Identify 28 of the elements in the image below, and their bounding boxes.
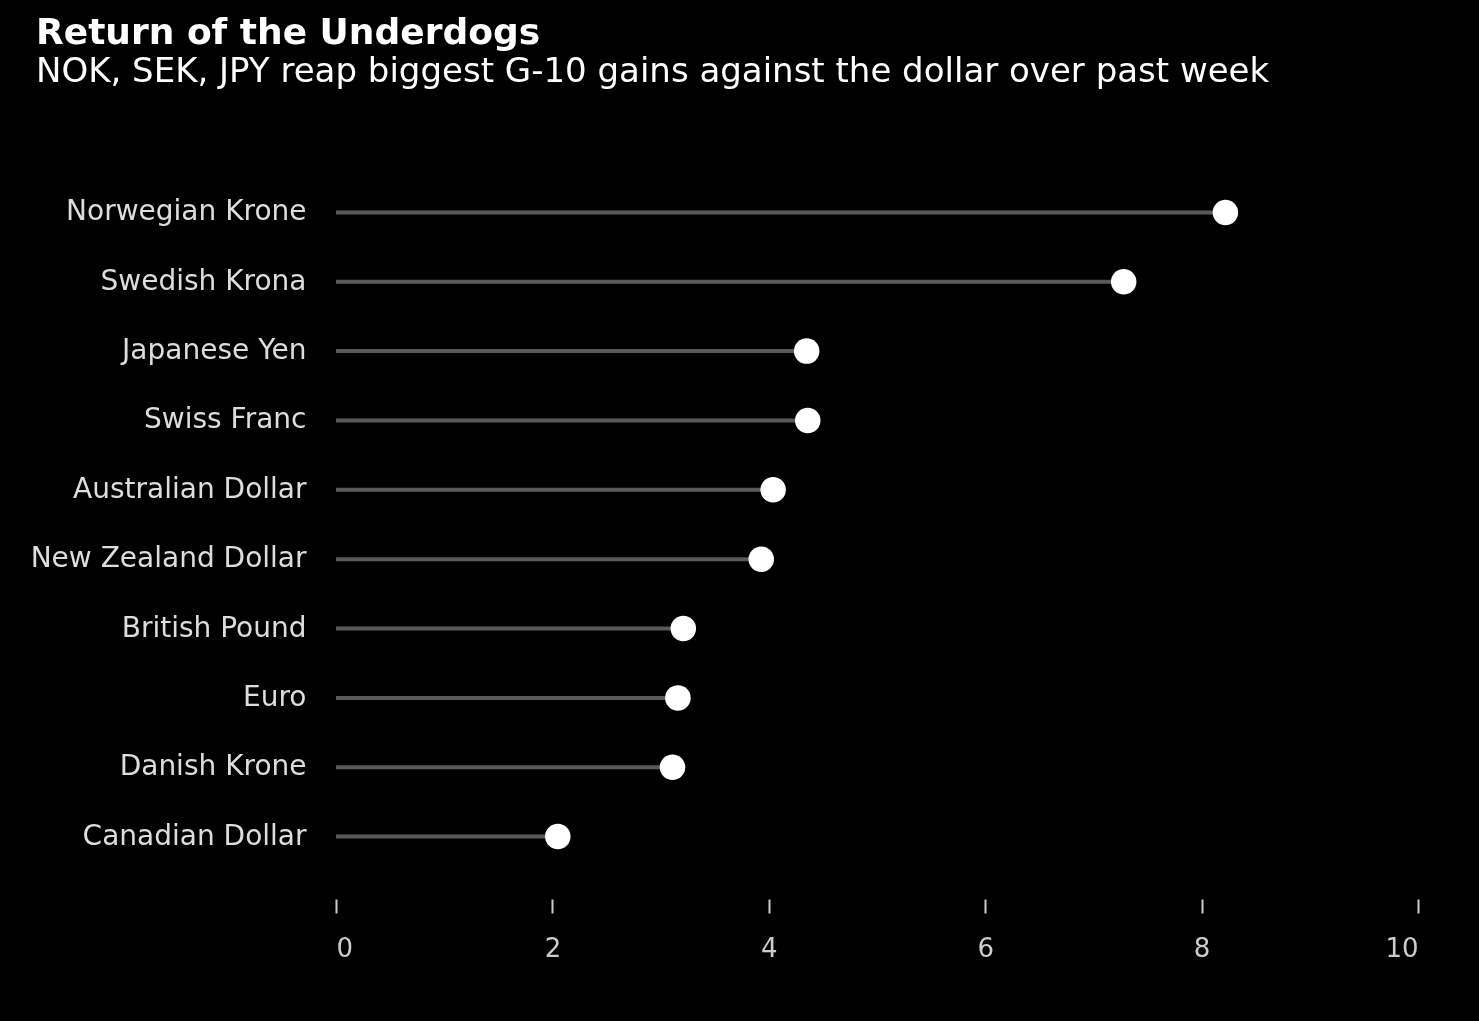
- x-tick-label: 8: [1193, 932, 1211, 963]
- point: [545, 823, 571, 850]
- y-tick-label: British Pound: [121, 610, 307, 644]
- x-tick-label: 10: [1385, 932, 1419, 963]
- y-tick-label: New Zealand Dollar: [30, 541, 307, 575]
- x-tick-label: 0: [336, 932, 354, 963]
- point: [659, 754, 686, 780]
- y-tick-label: Swiss Franc: [144, 402, 307, 436]
- point: [1212, 199, 1239, 226]
- x-tick-label: 6: [977, 932, 994, 963]
- y-tick-label: Canadian Dollar: [82, 818, 307, 852]
- y-tick-label: Danish Krone: [119, 749, 307, 783]
- point: [670, 615, 697, 642]
- y-tick-label: Japanese Yen: [120, 333, 307, 367]
- y-tick-label: Swedish Krona: [100, 263, 307, 297]
- point: [793, 338, 820, 364]
- chart-title: Return of the Underdogs: [36, 11, 541, 52]
- point: [760, 477, 786, 503]
- point: [748, 546, 774, 572]
- y-tick-label: Euro: [243, 679, 307, 713]
- y-tick-label: Norwegian Krone: [66, 194, 307, 228]
- x-tick-label: 4: [761, 932, 778, 963]
- chart-subtitle: NOK, SEK, JPY reap biggest G-10 gains against the dollar over past week: [36, 50, 1270, 90]
- x-tick-label: 2: [544, 932, 562, 963]
- point: [795, 407, 821, 434]
- point: [1110, 269, 1137, 295]
- y-tick-label: Australian Dollar: [73, 471, 307, 505]
- point: [665, 685, 691, 711]
